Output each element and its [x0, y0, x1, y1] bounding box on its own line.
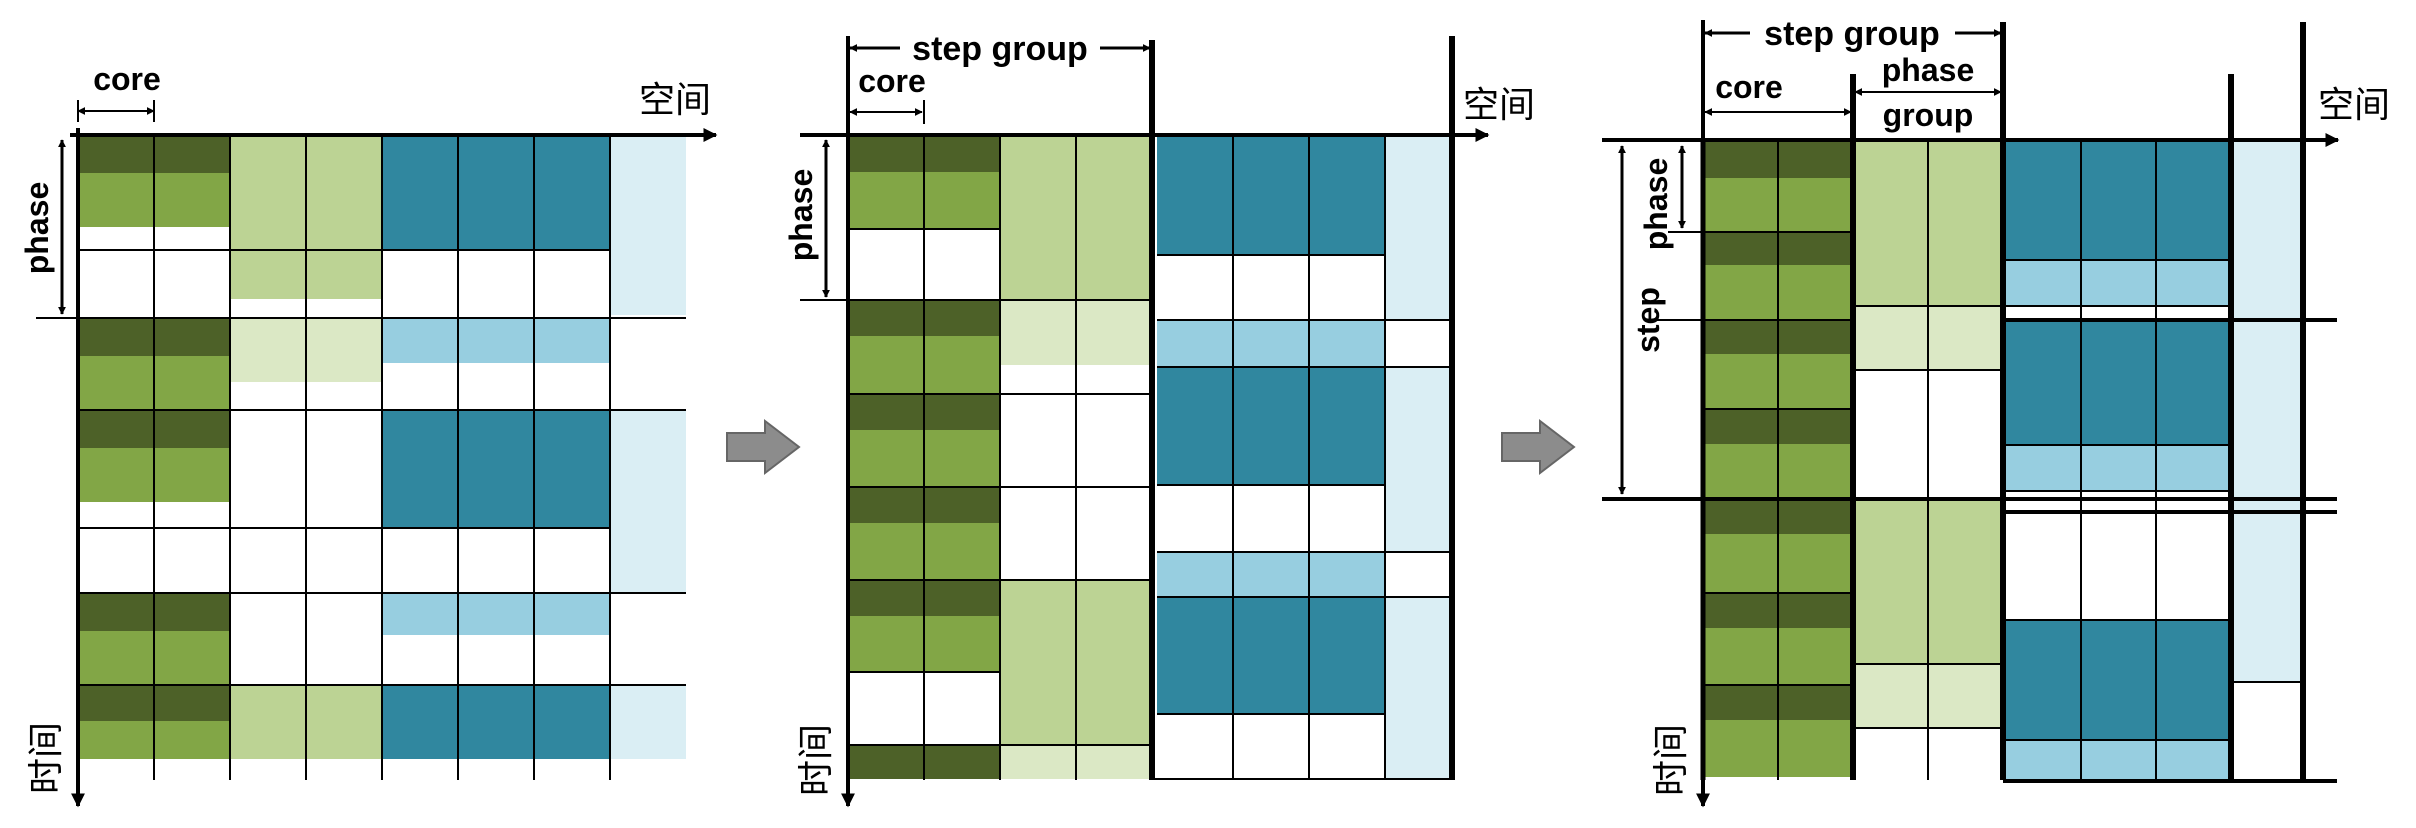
panel-3-space-label: 空间: [2318, 85, 2390, 126]
panel-1-phase-label: phase: [19, 182, 55, 274]
panel-1-core-label: core: [93, 61, 161, 97]
panel-3-phase-group-label-1: phase: [1882, 52, 1974, 88]
panel-3-phase-group-label-2: group: [1883, 97, 1974, 133]
panel-2-space-label: 空间: [1463, 85, 1535, 126]
panel-2-grid: [800, 137, 1452, 780]
panel-2-time-label: 时间: [796, 724, 837, 796]
panel-2-step-group-label: step group: [912, 30, 1088, 68]
panel-1-space-label: 空间: [639, 80, 711, 121]
panel-2: step group core 空间 phase 时间: [783, 30, 1535, 808]
panel-3-time-label: 时间: [1651, 724, 1692, 796]
panel-1-time-label: 时间: [26, 722, 67, 794]
panel-2-phase-label: phase: [783, 169, 819, 261]
panel-3-phase-label: phase: [1638, 158, 1674, 250]
panel-3: step group core phase group 空间 phase ste…: [1602, 15, 2390, 808]
panel-3-core-label: core: [1715, 69, 1783, 105]
transition-arrow-1: [726, 418, 801, 476]
panel-2-core-label: core: [858, 63, 926, 99]
panel-1: core 空间 phase 时间: [19, 61, 718, 808]
transition-arrow-2: [1501, 418, 1576, 476]
panel-3-grid: [1650, 142, 2301, 780]
panel-1-grid: [36, 137, 686, 780]
panel-3-step-label: step: [1630, 287, 1666, 353]
panel-3-step-group-label: step group: [1764, 15, 1940, 53]
